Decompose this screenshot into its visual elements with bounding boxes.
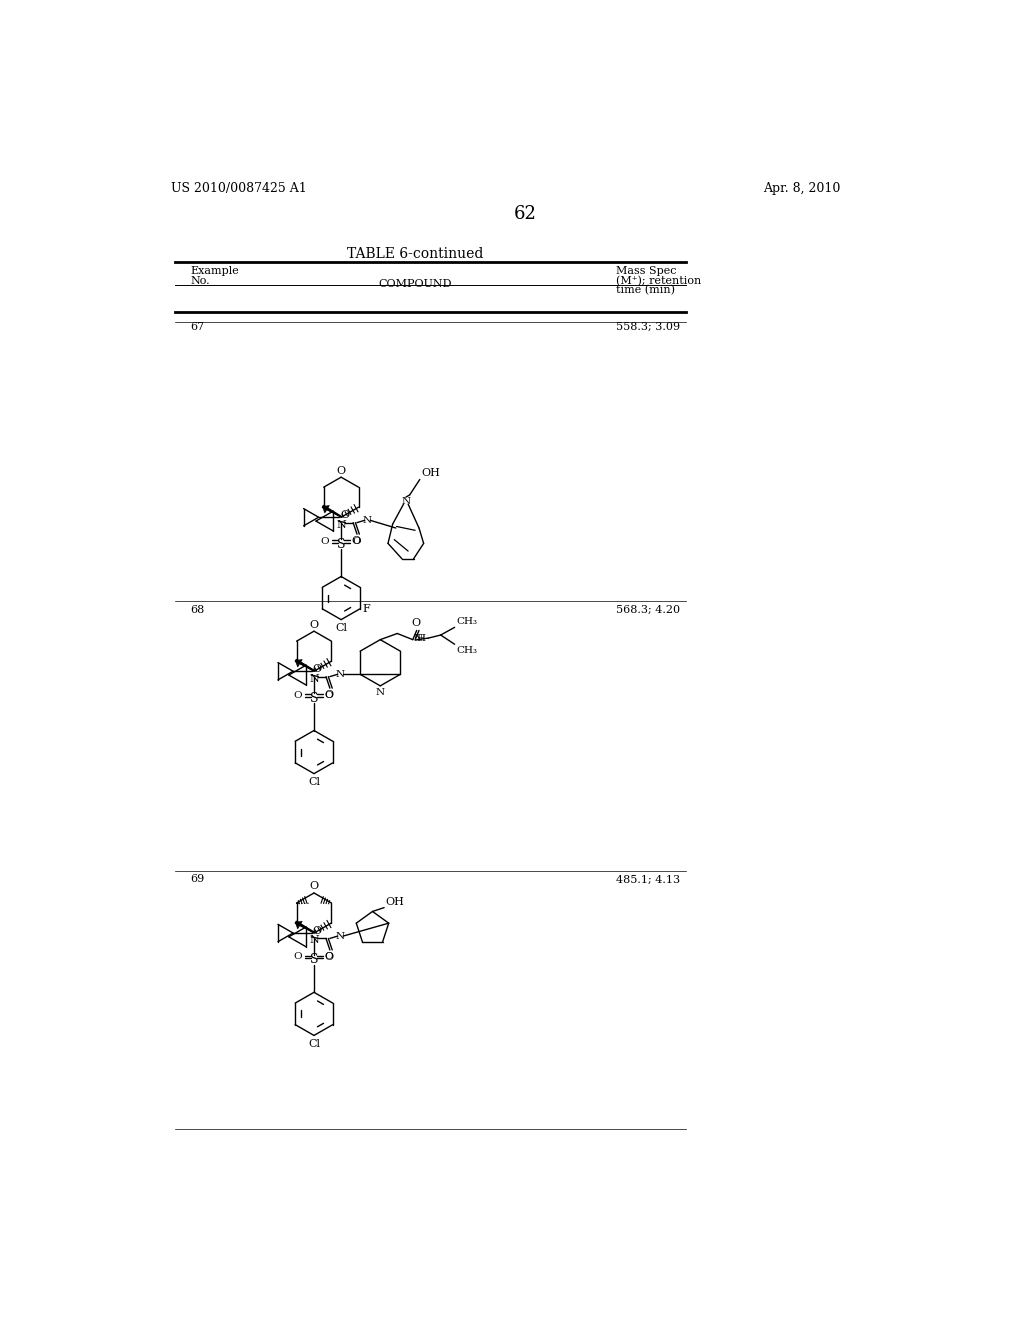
Text: Example: Example [190,267,239,276]
Text: S: S [309,953,318,966]
Text: Mass Spec: Mass Spec [616,267,677,276]
Text: O: O [309,882,318,891]
Text: 558.3; 3.09: 558.3; 3.09 [616,322,680,331]
Text: O: O [325,952,334,962]
Text: N: N [362,516,372,525]
Text: F: F [362,603,370,614]
Text: 568.3; 4.20: 568.3; 4.20 [616,605,680,615]
Text: Cl: Cl [308,1039,319,1048]
Text: Apr. 8, 2010: Apr. 8, 2010 [764,182,841,194]
Text: O: O [309,619,318,630]
Text: O: O [340,511,349,520]
Text: N: N [401,496,411,506]
Text: O: O [352,537,360,545]
Text: 69: 69 [190,875,204,884]
Polygon shape [295,921,315,933]
Text: N: N [414,634,423,643]
Text: N: N [336,932,344,941]
Text: time (min): time (min) [616,285,675,294]
Text: .....: ..... [294,896,309,906]
Text: OH: OH [385,896,403,907]
Text: H: H [416,634,425,643]
Text: CH₃: CH₃ [457,645,477,655]
Text: 68: 68 [190,605,204,615]
Text: N: N [376,688,385,697]
Text: OH: OH [421,469,440,478]
Text: 485.1; 4.13: 485.1; 4.13 [616,875,680,884]
Polygon shape [295,660,315,671]
Text: N: N [336,669,344,678]
Text: Cl: Cl [308,776,319,787]
Polygon shape [323,506,343,517]
Text: N: N [309,673,318,684]
Text: O: O [412,618,421,628]
Text: S: S [309,692,318,705]
Text: COMPOUND: COMPOUND [378,280,452,289]
Text: O: O [325,953,334,961]
Text: O: O [337,466,346,475]
Text: (M⁺); retention: (M⁺); retention [616,276,701,285]
Text: O: O [325,690,334,701]
Text: O: O [293,690,302,700]
Text: 62: 62 [513,205,537,223]
Text: S: S [337,537,345,550]
Text: US 2010/0087425 A1: US 2010/0087425 A1 [171,182,306,194]
Text: O: O [325,690,334,700]
Text: Cl: Cl [335,623,347,632]
Text: O: O [351,536,360,546]
Text: N: N [309,936,318,945]
Text: TABLE 6-continued: TABLE 6-continued [346,247,483,261]
Text: N: N [336,520,346,529]
Text: O: O [312,664,322,675]
Text: No.: No. [190,276,210,286]
Text: CH₃: CH₃ [457,616,477,626]
Text: O: O [293,953,302,961]
Text: O: O [321,537,329,545]
Text: 67: 67 [190,322,204,331]
Text: O: O [312,927,322,936]
